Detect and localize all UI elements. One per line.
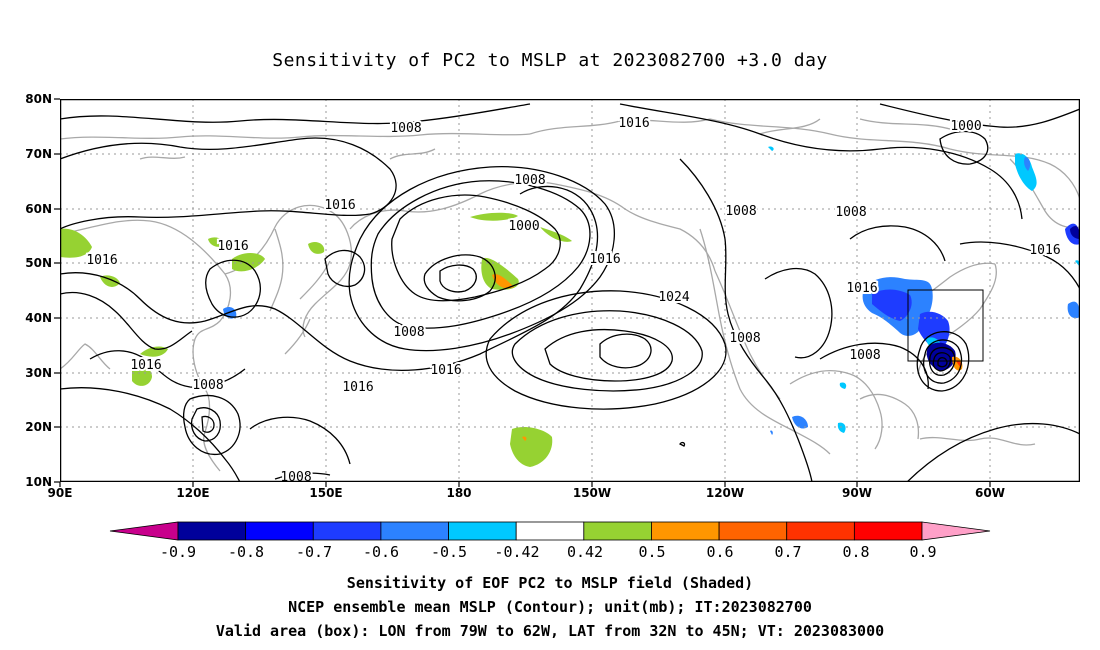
lon-label: 120E xyxy=(176,486,210,500)
colorbar-extend-high xyxy=(921,521,991,541)
contour-label: 1016 xyxy=(1029,243,1060,258)
contour-label: 1016 xyxy=(324,198,355,213)
lon-label: 90W xyxy=(842,486,872,500)
contour-label: 1008 xyxy=(280,470,311,482)
sensitivity-map: 1008 1016 1008 1000 1000 1016 1016 1016 … xyxy=(60,99,1080,482)
lon-label: 90E xyxy=(47,486,73,500)
colorbar-label: 0.42 xyxy=(566,543,604,561)
lat-label: 80N xyxy=(25,92,52,106)
contour-label: 1016 xyxy=(430,363,461,378)
contour-label: 1008 xyxy=(849,348,880,363)
colorbar-label: 0.8 xyxy=(842,543,870,561)
colorbar-label: 0.9 xyxy=(909,543,937,561)
lat-label: 70N xyxy=(25,147,52,161)
colorbar-label: -0.7 xyxy=(295,543,333,561)
lon-label: 180 xyxy=(446,486,472,500)
lon-label: 120W xyxy=(705,486,745,500)
colorbar-label: -0.9 xyxy=(159,543,197,561)
colorbar-cell xyxy=(312,521,382,541)
lat-label: 10N xyxy=(25,475,52,489)
colorbar-label: -0.6 xyxy=(362,543,400,561)
contour-label: 1016 xyxy=(130,358,161,373)
colorbar-cell xyxy=(786,521,855,541)
contour-label: 1016 xyxy=(342,380,373,395)
valid-area-box xyxy=(907,289,984,362)
contour-labels: 1008 1016 1008 1000 1000 1016 1016 1016 … xyxy=(84,114,1062,482)
contour-label: 1008 xyxy=(729,331,760,346)
colorbar-label: 0.5 xyxy=(638,543,666,561)
contour-label: 1008 xyxy=(390,121,421,136)
contour-label: 1016 xyxy=(618,116,649,131)
axis-ticks xyxy=(54,98,991,487)
contour-label: 1008 xyxy=(725,204,756,219)
colorbar-label: 0.6 xyxy=(706,543,734,561)
contour-label: 1016 xyxy=(86,253,117,268)
colorbar-cell xyxy=(177,521,247,541)
caption-line-3: Valid area (box): LON from 79W to 62W, L… xyxy=(215,622,885,640)
lat-label: 20N xyxy=(25,420,52,434)
sensitivity-shading xyxy=(60,146,1080,467)
caption-line-2: NCEP ensemble mean MSLP (Contour); unit(… xyxy=(288,598,812,616)
colorbar-cell xyxy=(718,521,788,541)
colorbar-cell xyxy=(853,521,923,541)
contour-label: 1016 xyxy=(217,239,248,254)
contour-label: 1008 xyxy=(514,173,545,188)
lon-label: 150E xyxy=(309,486,343,500)
lon-label: 150W xyxy=(572,486,612,500)
graticule xyxy=(60,99,1080,482)
contour-label: 1024 xyxy=(658,290,689,305)
mslp-contours xyxy=(60,103,1080,482)
colorbar-label: -0.8 xyxy=(227,543,265,561)
colorbar-cell xyxy=(583,521,652,541)
lat-label: 50N xyxy=(25,256,52,270)
colorbar-cell xyxy=(245,521,314,541)
lat-label: 30N xyxy=(25,366,52,380)
contour-label: 1016 xyxy=(846,281,877,296)
contour-label: 1000 xyxy=(508,219,539,234)
map-title: Sensitivity of PC2 to MSLP at 2023082700… xyxy=(272,50,828,71)
colorbar-cell xyxy=(651,521,720,541)
contour-label: 1008 xyxy=(835,205,866,220)
caption-line-1: Sensitivity of EOF PC2 to MSLP field (Sh… xyxy=(346,574,754,592)
contour-label: 1008 xyxy=(192,378,223,393)
colorbar-cell xyxy=(448,521,517,541)
contour-label: 1008 xyxy=(393,325,424,340)
colorbar-cell xyxy=(380,521,449,541)
colorbar-label: -0.5 xyxy=(430,543,468,561)
lat-label: 60N xyxy=(25,202,52,216)
contour-label: 1016 xyxy=(589,252,620,267)
lon-label: 60W xyxy=(975,486,1005,500)
colorbar-cell xyxy=(515,521,585,541)
colorbar-label: -0.42 xyxy=(494,543,540,561)
colorbar-extend-low xyxy=(109,521,179,541)
contour-label: 1000 xyxy=(950,119,981,134)
colorbar-label: 0.7 xyxy=(774,543,802,561)
colorbar xyxy=(109,521,991,541)
lat-label: 40N xyxy=(25,311,52,325)
